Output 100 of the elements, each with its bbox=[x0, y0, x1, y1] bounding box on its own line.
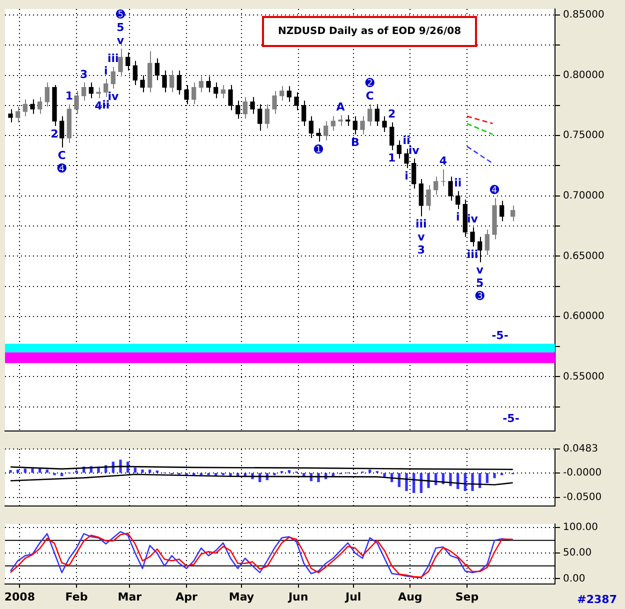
candlestick bbox=[484, 229, 490, 256]
candlestick bbox=[220, 84, 226, 99]
candlestick bbox=[38, 96, 42, 114]
x-tick-label: 2008 bbox=[4, 590, 35, 604]
annotation: ii bbox=[454, 176, 462, 190]
bar bbox=[141, 470, 144, 473]
candlestick bbox=[264, 104, 270, 129]
annotation: ➎ 5 v bbox=[116, 8, 126, 48]
x-tick-label: Aug bbox=[398, 590, 422, 604]
bar bbox=[471, 473, 474, 492]
candlestick bbox=[368, 104, 372, 126]
annotation: ii bbox=[402, 134, 410, 148]
bar bbox=[148, 470, 152, 473]
annotation: 3 bbox=[80, 68, 88, 81]
candlestick bbox=[8, 108, 13, 123]
annotation: ➊ bbox=[314, 142, 324, 156]
candlestick bbox=[346, 114, 350, 126]
annotation: 2 bbox=[388, 108, 396, 121]
y-tick-label: -0.0500 bbox=[563, 492, 602, 504]
bar bbox=[486, 473, 488, 484]
x-tick-label: Jun bbox=[287, 590, 308, 604]
y-tick-label: 0.75000 bbox=[563, 130, 604, 142]
y-tick-label: -0.0000 bbox=[563, 467, 602, 478]
text: NZDUSD Daily as of EOD 9/26/08 bbox=[262, 16, 478, 47]
y-tick-label: 0.80000 bbox=[563, 70, 604, 81]
candlestick bbox=[396, 140, 402, 160]
annotation: i bbox=[104, 64, 108, 78]
candlestick bbox=[324, 120, 328, 141]
bar bbox=[332, 473, 334, 476]
y-tick-label: 0.60000 bbox=[563, 311, 604, 322]
bar bbox=[46, 470, 48, 473]
candlestick bbox=[74, 90, 79, 114]
annotation: iii v 3 bbox=[416, 218, 427, 257]
annotation: v 5 ➌ bbox=[475, 264, 486, 303]
bar bbox=[60, 473, 64, 476]
annotation: iii bbox=[108, 52, 119, 66]
candlestick bbox=[198, 76, 204, 93]
candlestick bbox=[22, 98, 28, 117]
annotation: iii bbox=[466, 248, 478, 261]
bar bbox=[383, 473, 386, 478]
candlestick bbox=[82, 82, 86, 102]
bar bbox=[493, 473, 496, 478]
bar bbox=[449, 473, 452, 486]
annotation: ii bbox=[102, 98, 110, 112]
y-tick-label: 100.00 bbox=[563, 522, 598, 534]
annotation: i bbox=[456, 210, 460, 224]
candlestick bbox=[88, 82, 94, 99]
x-tick-label: Feb bbox=[65, 590, 88, 604]
candlestick bbox=[170, 70, 174, 93]
candlestick bbox=[272, 90, 277, 114]
candlestick bbox=[286, 86, 292, 102]
x-tick-label: Jul bbox=[344, 590, 362, 604]
candlestick bbox=[214, 82, 218, 99]
candlestick bbox=[110, 66, 116, 90]
y-tick-label: 0.0483 bbox=[563, 444, 598, 455]
annotation: ➋ C bbox=[365, 76, 376, 103]
candlestick bbox=[434, 176, 438, 196]
bar bbox=[427, 473, 430, 488]
y-tick-label: 50.00 bbox=[563, 548, 592, 559]
annotation: -5- bbox=[502, 412, 520, 425]
annotation: 1 bbox=[388, 151, 396, 164]
candlestick bbox=[382, 116, 387, 132]
bar bbox=[405, 473, 408, 492]
candlestick bbox=[374, 104, 380, 126]
text: #2387 bbox=[577, 592, 617, 606]
candlestick bbox=[330, 116, 336, 132]
bar bbox=[119, 460, 122, 473]
candlestick bbox=[104, 78, 108, 98]
annotation: i bbox=[404, 170, 408, 183]
y-tick-label: 0.85000 bbox=[563, 10, 604, 21]
annotation: iv bbox=[467, 212, 479, 226]
annotation: 4 bbox=[439, 154, 448, 168]
candlestick bbox=[510, 205, 516, 222]
candlestick bbox=[118, 48, 123, 78]
bar bbox=[368, 470, 372, 473]
candlestick bbox=[192, 82, 196, 105]
candlestick bbox=[280, 86, 284, 102]
annotation: ➍ bbox=[490, 184, 500, 197]
annotation: 2 bbox=[50, 127, 58, 140]
annotation: -5- bbox=[492, 329, 508, 342]
annotation: iv bbox=[108, 90, 120, 103]
bar bbox=[31, 468, 34, 473]
candlestick bbox=[500, 200, 504, 222]
y-tick-label: 0.55000 bbox=[563, 371, 604, 382]
y-tick-label: 0.65000 bbox=[563, 250, 604, 262]
annotation: iv bbox=[408, 144, 420, 157]
candlestick bbox=[360, 116, 365, 135]
annotation: 1 bbox=[65, 90, 73, 103]
bar bbox=[24, 468, 26, 473]
y-tick-label: 0.70000 bbox=[563, 190, 604, 202]
candlestick bbox=[426, 184, 431, 211]
bar bbox=[16, 470, 20, 473]
bar bbox=[134, 468, 136, 473]
x-tick-label: Mar bbox=[118, 590, 142, 604]
annotation: C ➍ bbox=[57, 149, 68, 176]
candlestick bbox=[44, 82, 50, 108]
bar bbox=[9, 470, 12, 473]
x-tick-label: Sep bbox=[455, 590, 479, 604]
x-tick-label: Apr bbox=[176, 590, 198, 604]
candlestick bbox=[242, 96, 248, 120]
